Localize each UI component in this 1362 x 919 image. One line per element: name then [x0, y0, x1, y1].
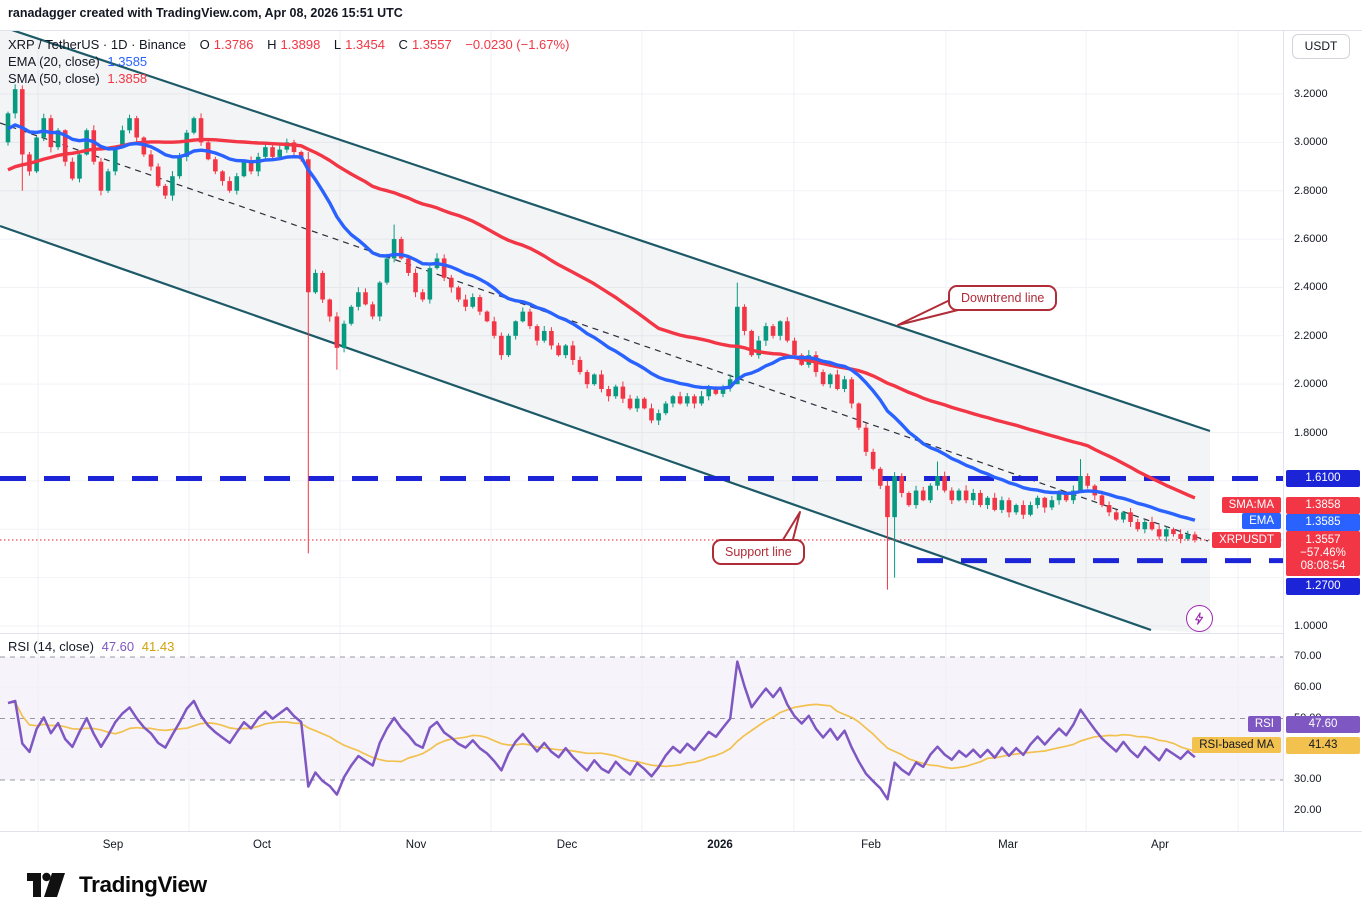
high-label: H [267, 37, 277, 52]
tradingview-logo-text: TradingView [79, 872, 207, 897]
sma-tag: SMA:MA [1221, 496, 1281, 513]
price-pane[interactable] [0, 31, 1283, 633]
price-tick-label: 1.0000 [1294, 619, 1328, 632]
price-scale[interactable]: USDT 3.2000 3.0000 2.8000 2.6000 2.4000 2.200… [1283, 31, 1362, 831]
tradingview-logo-icon [27, 872, 65, 897]
ema-legend-row[interactable]: EMA (20, close) 1.3585 [8, 54, 147, 69]
price-tick-label: 2.2000 [1294, 329, 1328, 342]
rsi-tag: RSI [1247, 716, 1281, 732]
last-price-change: −57.46% [1300, 547, 1346, 559]
time-axis-label: Sep [102, 839, 124, 851]
lightning-icon [1195, 612, 1204, 625]
lightning-button[interactable] [1186, 605, 1213, 632]
rsi-tick-label: 30.00 [1294, 773, 1322, 785]
price-tick-label: 2.4000 [1294, 281, 1328, 294]
time-axis-label: Apr [1151, 839, 1169, 851]
last-price-badge: 1.3557 −57.46% 08:08:54 [1286, 531, 1360, 576]
time-axis-label: Mar [998, 839, 1018, 851]
price-tick-label: 3.2000 [1294, 88, 1328, 100]
symbol-price-tag: XRPUSDT [1212, 532, 1281, 548]
rsi-value-badge: 47.60 [1286, 716, 1360, 733]
price-tick-label: 2.6000 [1294, 233, 1328, 246]
rsi-ma-value-badge: 41.43 [1286, 737, 1360, 754]
ema-legend-value: 1.3585 [107, 54, 148, 69]
low-label: L [333, 37, 342, 52]
time-axis-label: Oct [253, 839, 271, 851]
time-scale[interactable]: Sep Oct Nov Dec 2026 Feb Mar Apr [0, 831, 1362, 860]
time-axis-label: Nov [405, 839, 427, 851]
time-axis-label: Feb [861, 839, 881, 851]
close-value: 1.3557 [411, 37, 452, 52]
price-tick-label: 2.8000 [1294, 184, 1328, 197]
rsi-tick-label: 60.00 [1294, 680, 1322, 693]
rsi-ma-tag: RSI-based MA [1192, 737, 1281, 753]
ema-value-badge: 1.3585 [1286, 513, 1360, 531]
rsi-ma-legend-value: 41.43 [141, 639, 175, 654]
countdown-timer: 08:08:54 [1300, 560, 1346, 572]
close-label: C [398, 37, 408, 52]
last-price-value: 1.3557 [1305, 534, 1341, 546]
sma-legend-label[interactable]: SMA (50, close) [8, 71, 100, 86]
downtrend-line-callout[interactable]: Downtrend line [948, 285, 1058, 311]
symbol-title[interactable]: XRP / TetherUS · 1D · Binance [8, 37, 186, 52]
rsi-pane[interactable] [0, 634, 1283, 832]
open-label: O [199, 37, 210, 52]
ema-legend-label[interactable]: EMA (20, close) [8, 54, 100, 69]
rsi-legend-row[interactable]: RSI (14, close) 47.60 41.43 [8, 639, 174, 654]
support-line-callout[interactable]: Support line [712, 539, 805, 565]
open-value: 1.3786 [213, 37, 254, 52]
sma-legend-value: 1.3858 [107, 71, 148, 86]
sma-legend-row[interactable]: SMA (50, close) 1.3858 [8, 71, 147, 86]
rsi-pane-wrap [0, 633, 1362, 832]
rsi-legend-label[interactable]: RSI (14, close) [8, 639, 94, 654]
low-value: 1.3454 [345, 37, 385, 52]
rsi-legend-value: 47.60 [101, 639, 135, 654]
time-axis-label: 2026 [707, 839, 733, 851]
rsi-tick-label: 70.00 [1294, 650, 1322, 662]
price-tick-label: 2.0000 [1294, 378, 1328, 391]
tradingview-logo[interactable]: TradingView [26, 872, 207, 898]
watermark-attribution: ranadagger created with TradingView.com,… [8, 6, 403, 20]
change-value: −0.0230 (−1.67%) [465, 37, 570, 52]
price-tick-label: 1.8000 [1294, 426, 1328, 439]
high-value: 1.3898 [280, 37, 321, 52]
price-tick-label: 3.0000 [1294, 136, 1328, 149]
currency-toggle-button[interactable]: USDT [1292, 34, 1350, 59]
level-badge-1.27: 1.2700 [1286, 578, 1360, 595]
time-axis-label: Dec [556, 839, 578, 851]
sma-value-badge: 1.3858 [1286, 497, 1360, 514]
level-badge-1.61: 1.6100 [1286, 470, 1360, 487]
rsi-tick-label: 20.00 [1294, 803, 1322, 816]
ema-tag: EMA [1242, 513, 1281, 529]
